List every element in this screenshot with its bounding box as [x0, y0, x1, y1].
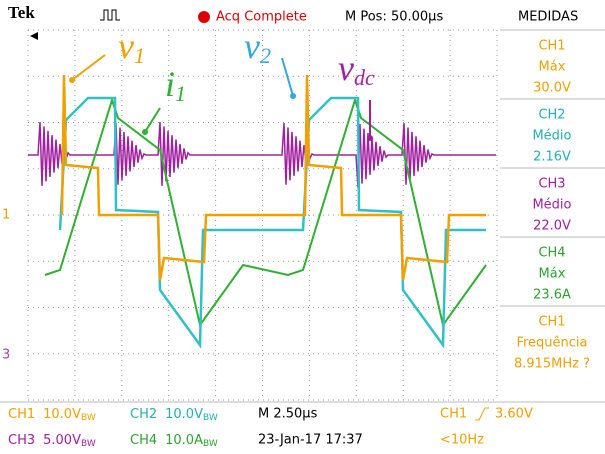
annotation: v1 — [118, 26, 145, 68]
channel-volts: 10.0A — [165, 433, 203, 448]
timebase: M 2.50µs — [258, 407, 318, 422]
status-dot — [198, 11, 210, 23]
annotation-arrow — [144, 107, 161, 133]
channel-bw: BW — [203, 413, 218, 423]
trigger-source: CH1 — [440, 407, 467, 422]
annotation-main: v — [118, 26, 134, 66]
annotation-main: v — [244, 26, 260, 66]
trigger-slope — [475, 407, 489, 421]
measurement-panel: CH1 Máx 30.0V CH2 Médio 2.16V CH3 Médio 22.0V CH4… — [500, 29, 605, 372]
ch4-waveform — [44, 96, 487, 328]
measurement-kind: Frequência — [516, 336, 587, 351]
measurement-source: CH3 — [538, 177, 565, 192]
channel-scale: CH1 10.0VBW — [8, 407, 96, 423]
channel-name: CH4 — [130, 433, 157, 448]
channel-bw: BW — [81, 439, 96, 449]
annotation-arrow — [71, 54, 106, 81]
measurement-source: CH4 — [538, 246, 565, 261]
channel-name: CH1 — [8, 407, 35, 422]
annotation-main: v — [338, 48, 354, 88]
measurement-source: CH2 — [538, 108, 565, 123]
annotation-sub: 1 — [175, 81, 186, 106]
trigger-icon — [100, 9, 120, 21]
measurement-kind: Máx — [539, 60, 566, 75]
channel-name: CH2 — [130, 407, 157, 422]
ch1-marker: 1 — [2, 208, 10, 223]
menu-title: MEDIDAS — [518, 10, 578, 25]
measurement-value: 30.0V — [533, 81, 571, 96]
channel-bw: BW — [203, 439, 218, 449]
channel-volts: 5.00V — [43, 433, 81, 448]
annotation-arrow — [281, 57, 294, 97]
ch1-waveform — [60, 74, 486, 281]
annotation: i1 — [165, 64, 186, 106]
annotation: v2 — [244, 26, 271, 68]
annotation-arrowhead — [69, 77, 75, 83]
channel-scale: CH3 5.00VBW — [8, 433, 96, 449]
measurement-value: 2.16V — [533, 150, 571, 165]
trigger-level: 3.60V — [495, 407, 533, 422]
annotation-arrowhead — [142, 129, 148, 135]
measurement-kind: Médio — [532, 129, 571, 144]
measurement-kind: Máx — [539, 267, 566, 282]
channel-volts: 10.0V — [165, 407, 203, 422]
annotation-sub: 2 — [260, 43, 271, 68]
date: 23-Jan-17 17:37 — [258, 433, 363, 448]
brand: Tek — [8, 3, 35, 22]
trigger-freq: <10Hz — [440, 433, 484, 448]
annotation-arrowhead — [290, 93, 296, 99]
measurement-value: 8.915MHz ? — [514, 357, 590, 372]
status: Acq Complete — [216, 10, 307, 25]
channel-scale: CH2 10.0VBW — [130, 407, 218, 423]
annotation-sub: 1 — [134, 43, 145, 68]
position: M Pos: 50.00µs — [345, 10, 443, 25]
ch3-waveform — [28, 121, 496, 189]
ch3-marker: 3 — [2, 348, 10, 363]
channel-name: CH3 — [8, 433, 35, 448]
trigger-position — [30, 32, 38, 40]
channel-volts: 10.0V — [43, 407, 81, 422]
annotation-arrowhead — [367, 135, 373, 141]
annotation-main: i — [165, 64, 175, 104]
annotation: vdc — [338, 48, 375, 90]
measurement-kind: Médio — [532, 198, 571, 213]
measurement-value: 23.6A — [533, 288, 571, 303]
channel-bw: BW — [81, 413, 96, 423]
waveforms — [28, 74, 496, 349]
annotation-sub: dc — [354, 65, 375, 90]
channel-scale: CH4 10.0ABW — [130, 433, 218, 449]
measurement-source: CH1 — [538, 315, 565, 330]
measurement-value: 22.0V — [533, 219, 571, 234]
measurement-source: CH1 — [538, 39, 565, 54]
